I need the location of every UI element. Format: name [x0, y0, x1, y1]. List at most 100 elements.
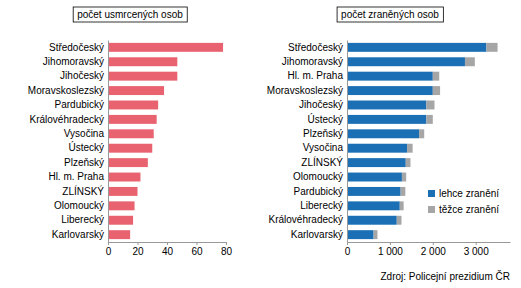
tick: Vysočina	[303, 142, 347, 153]
bar-segment	[347, 216, 397, 225]
tick: 40	[162, 242, 174, 257]
category-label: Ústecký	[68, 141, 104, 153]
title-box	[73, 7, 187, 22]
bar-segment	[406, 158, 411, 167]
bar-segment	[419, 129, 424, 138]
tick: Ústecký	[307, 113, 347, 125]
bar-segment	[400, 201, 404, 210]
tick-mark	[197, 242, 198, 245]
category-label: Liberecký	[300, 200, 343, 211]
tick: Jihočeský	[299, 99, 347, 110]
bar-segment	[402, 173, 406, 182]
bar-segment	[347, 158, 406, 167]
category-label: Olomoucký	[293, 171, 343, 182]
tick: Vysočina	[64, 128, 108, 139]
tick: Plzeňský	[303, 128, 347, 139]
category-label: Hl. m. Praha	[287, 70, 343, 81]
tick: Plzeňský	[64, 157, 108, 168]
bar-segment	[426, 101, 434, 110]
category-label: Pardubický	[55, 99, 104, 110]
title-box	[337, 7, 443, 22]
y-axis: StředočeskýJihomoravskýHl. m. PrahaMorav…	[267, 41, 348, 243]
tick: Olomoucký	[54, 200, 108, 211]
category-label: Vysočina	[303, 142, 344, 153]
legend: lehce zraněnítěžce zranění	[428, 188, 499, 215]
category-label: Karlovarský	[291, 229, 343, 240]
bar-segment	[407, 144, 413, 153]
category-label: Hl. m. Praha	[48, 171, 104, 182]
bar-segment	[347, 144, 407, 153]
tick: Královéhradecký	[30, 114, 108, 125]
title: počet usmrcených osob	[77, 9, 183, 20]
category-label: Jihočeský	[299, 99, 343, 110]
category-label: Moravskoslezský	[28, 85, 104, 96]
chart: počet zraněných osob01 0002 0003 000Stře…	[267, 7, 511, 282]
bar-segment	[374, 230, 378, 239]
tick-label: 80	[221, 246, 233, 257]
chart: počet usmrcených osob020406080Středočesk…	[28, 7, 233, 257]
bar-segment	[426, 115, 432, 124]
tick: 20	[132, 242, 144, 257]
axis-line	[108, 41, 109, 243]
annotation: Zdroj: Policejní prezidium ČR	[381, 270, 511, 282]
category-label: ZLÍNSKÝ	[301, 156, 343, 168]
tick-label: 0	[345, 246, 351, 257]
x-axis: 01 0002 0003 000	[345, 242, 511, 257]
category-label: Karlovarský	[52, 229, 104, 240]
bar-segment	[401, 187, 406, 196]
tick-label: 1 000	[378, 246, 403, 257]
category-label: ZLÍNSKÝ	[62, 185, 104, 197]
tick: 0	[345, 242, 351, 257]
bar-segment	[486, 43, 497, 52]
tick-label: 40	[162, 246, 174, 257]
bar	[108, 187, 138, 196]
bar	[108, 129, 154, 138]
tick: Pardubický	[294, 186, 347, 197]
x-axis: 020406080	[106, 242, 233, 257]
category-label: Pardubický	[294, 186, 343, 197]
category-label: Liberecký	[61, 214, 104, 225]
y-axis: Středočeský Jihomoravský Jihočeský Moravsko…	[28, 41, 109, 243]
tick: Jihočeský	[60, 70, 108, 81]
bar-segment	[347, 101, 426, 110]
category-label: Středočeský	[288, 42, 343, 53]
bar-segment	[347, 43, 486, 52]
tick: Moravskoslezský	[28, 85, 108, 96]
title: počet zraněných osob	[341, 9, 439, 20]
bar	[108, 101, 158, 110]
tick-label: 60	[191, 246, 203, 257]
category-label: Jihočeský	[60, 70, 104, 81]
legend-swatch	[428, 190, 435, 197]
bar-segment	[347, 86, 433, 95]
tick: Ústecký	[68, 141, 108, 153]
bar-segment	[347, 187, 401, 196]
tick: Královéhradecký	[269, 214, 347, 225]
bar	[108, 173, 140, 182]
category-label: Vysočina	[64, 128, 105, 139]
bar	[108, 216, 133, 225]
bar	[108, 115, 157, 124]
tick: 60	[191, 242, 203, 257]
tick-mark	[138, 242, 139, 245]
bar	[108, 230, 130, 239]
tick: 80	[221, 242, 233, 257]
bar-segment	[347, 115, 426, 124]
legend-label: těžce zranění	[439, 204, 499, 215]
tick: Středočeský	[49, 42, 108, 53]
bar	[108, 86, 164, 95]
tick: Liberecký	[61, 214, 108, 225]
category-label: Olomoucký	[54, 200, 104, 211]
bar-segment	[433, 86, 440, 95]
tick: Jihomoravský	[43, 56, 108, 67]
tick: Liberecký	[300, 200, 347, 211]
bar	[108, 144, 152, 153]
tick: 3 000	[464, 242, 489, 257]
tick: Pardubický	[55, 99, 108, 110]
category-label: Plzeňský	[303, 128, 343, 139]
tick: Karlovarský	[52, 229, 108, 240]
tick: ZLÍNSKÝ	[301, 156, 347, 168]
legend-swatch	[428, 206, 435, 213]
bar	[108, 72, 177, 81]
tick: Olomoucký	[293, 171, 347, 182]
tick-mark	[167, 242, 168, 245]
